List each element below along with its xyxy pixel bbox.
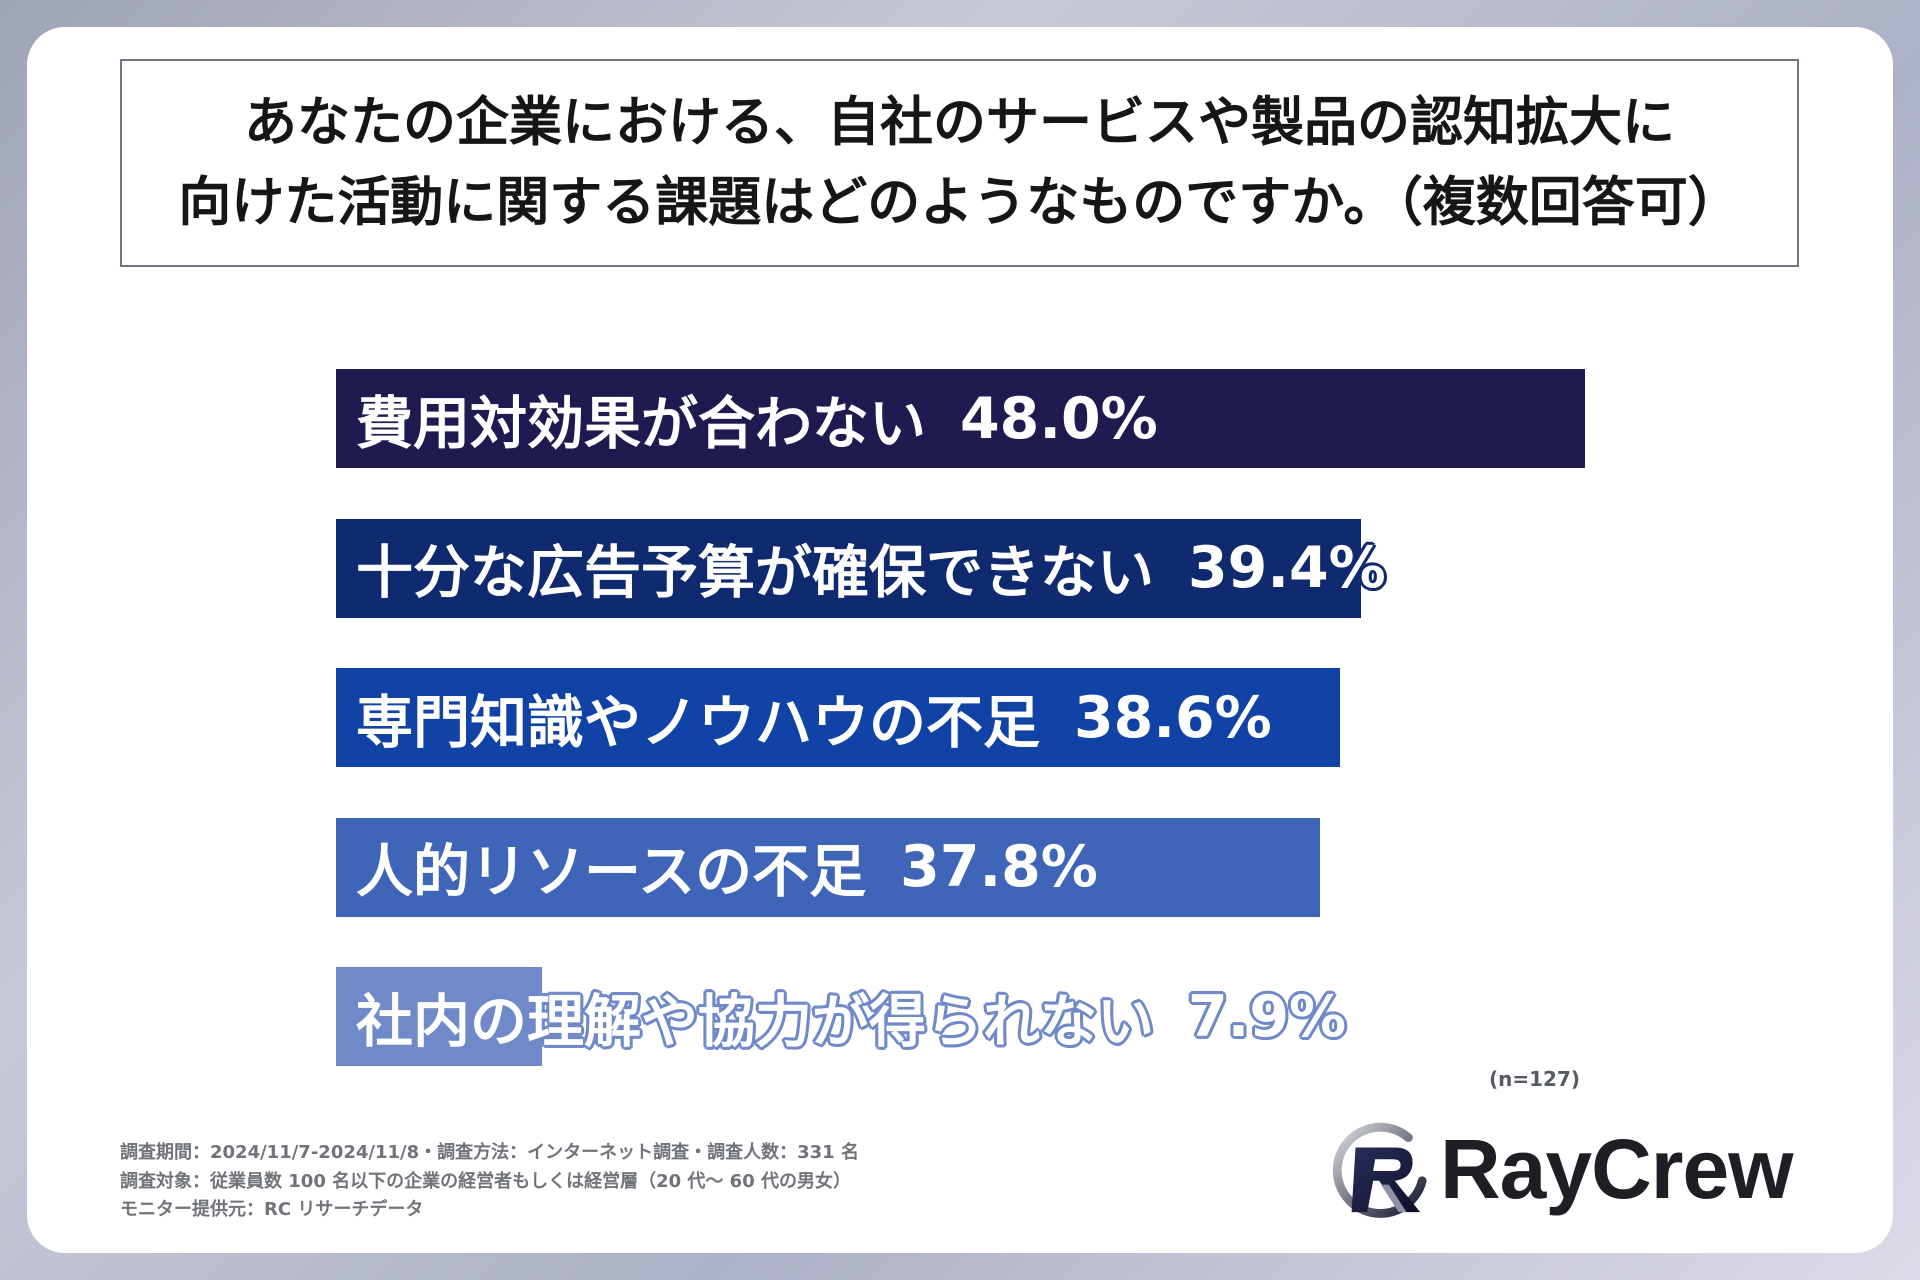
- raycrew-r-icon: [1332, 1120, 1430, 1218]
- survey-info-line: 調査期間：2024/11/7-2024/11/8・調査方法：インターネット調査・…: [120, 1142, 859, 1163]
- raycrew-logo-text: RayCrew: [1440, 1121, 1794, 1216]
- bar-text-1: 費用対効果が合わない 48.0%: [356, 369, 1158, 468]
- bar-value-label-4: 37.8%: [900, 834, 1098, 900]
- bar-1: [336, 369, 1585, 468]
- survey-info: 調査期間：2024/11/7-2024/11/8・調査方法：インターネット調査・…: [120, 1139, 859, 1225]
- survey-info-line: モニター提供元：RC リサーチデータ: [120, 1199, 424, 1220]
- bar-value-label-3: 38.6%: [1074, 684, 1272, 751]
- bar-text-3: 専門知識やノウハウの不足 38.6%: [356, 668, 1272, 767]
- bar-text-4: 人的リソースの不足 37.8%: [356, 818, 1098, 917]
- bar-text-2: 十分な広告予算が確保できない 39.4%: [356, 519, 1386, 618]
- bar-label-1: 費用対効果が合わない: [356, 390, 926, 457]
- sample-size-note: (n=127): [1488, 1067, 1580, 1091]
- bar-value-label-2: 39.4%: [1188, 535, 1386, 601]
- bar-3: [336, 668, 1341, 767]
- bar-5: [336, 967, 542, 1066]
- bar-2: [336, 518, 1362, 618]
- bar-text-5: 社内の理解や協力が得られない 7.9%: [356, 967, 1346, 1066]
- title-line-2: 向けた活動に関する課題はどのようなものですか。（複数回答可）: [178, 172, 1741, 233]
- bar-value-label-5: 7.9%: [1188, 983, 1347, 1050]
- bar-value-label-1: 48.0%: [960, 385, 1158, 452]
- bar-label-2: 十分な広告予算が確保できない: [356, 540, 1154, 606]
- survey-info-line: 調査対象：従業員数 100 名以下の企業の経営者もしくは経営層（20 代～ 60…: [120, 1170, 852, 1192]
- bar-4: [336, 817, 1320, 917]
- question-title-box: あなたの企業における、自社のサービスや製品の認知拡大に 向けた活動に関する課題は…: [120, 59, 1799, 267]
- title-line-1: あなたの企業における、自社のサービスや製品の認知拡大に: [244, 92, 1675, 153]
- bar-label-5: 社内の理解や協力が得られない: [356, 988, 1154, 1055]
- bar-label-4: 人的リソースの不足: [356, 839, 867, 905]
- bar-label-3: 専門知識やノウハウの不足: [356, 689, 1040, 756]
